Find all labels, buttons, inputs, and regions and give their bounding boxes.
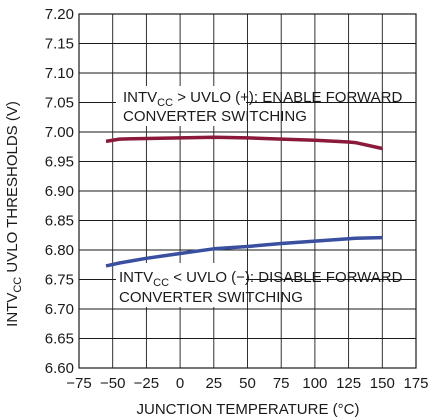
y-tick-label: 6.75 bbox=[45, 272, 74, 289]
x-tick-label: 100 bbox=[302, 375, 327, 392]
y-axis-label-main: INTV bbox=[4, 293, 21, 327]
annotation-background-upper bbox=[116, 86, 246, 126]
annotation-upper-pre: INTV bbox=[123, 89, 157, 106]
annotation-lower-line1: INTVCC < UVLO (−): DISABLE FORWARD bbox=[119, 269, 403, 289]
annotation-upper-sub: CC bbox=[157, 97, 173, 109]
series-line-1 bbox=[105, 135, 383, 151]
x-tick-label: 50 bbox=[239, 375, 256, 392]
x-tick-label: −75 bbox=[66, 375, 91, 392]
annotation-upper-post: > UVLO (+): ENABLE FORWARD bbox=[173, 89, 402, 106]
annotation-boxes bbox=[116, 86, 246, 307]
y-axis-label-rest: UVLO THRESHOLDS (V) bbox=[4, 101, 21, 277]
y-tick-label: 6.60 bbox=[45, 360, 74, 377]
y-tick-label: 6.65 bbox=[45, 331, 74, 348]
x-tick-label: 0 bbox=[176, 375, 184, 392]
y-tick-label: 6.85 bbox=[45, 213, 74, 230]
annotation-lower-line2: CONVERTER SWITCHING bbox=[119, 289, 303, 306]
x-axis-label: JUNCTION TEMPERATURE (°C) bbox=[137, 401, 360, 418]
x-tick-label: −25 bbox=[134, 375, 159, 392]
annotation-lower-post: < UVLO (−): DISABLE FORWARD bbox=[169, 269, 403, 286]
series-line-2 bbox=[105, 235, 383, 268]
series-group bbox=[105, 135, 383, 268]
x-tick-label: 75 bbox=[273, 375, 290, 392]
y-tick-label: 6.95 bbox=[45, 154, 74, 171]
y-tick-labels: 6.60 6.65 6.70 6.75 6.80 6.85 6.90 6.95 7.00 7.05… bbox=[45, 6, 74, 377]
plot-frame bbox=[78, 13, 417, 369]
y-tick-label: 6.70 bbox=[45, 301, 74, 318]
annotation-upper-line1: INTVCC > UVLO (+): ENABLE FORWARD bbox=[123, 89, 402, 109]
y-axis-label: INTVCC UVLO THRESHOLDS (V) bbox=[4, 101, 24, 327]
x-tick-label: 25 bbox=[205, 375, 222, 392]
annotation-upper-line2: CONVERTER SWITCHING bbox=[123, 108, 307, 125]
y-axis-label-subscript: CC bbox=[12, 277, 24, 293]
y-tick-label: 7.00 bbox=[45, 124, 74, 141]
y-tick-label: 6.80 bbox=[45, 242, 74, 259]
grid bbox=[79, 14, 416, 368]
x-tick-label: 175 bbox=[403, 375, 428, 392]
annotation-background-lower bbox=[116, 263, 246, 307]
x-tick-label: 125 bbox=[336, 375, 361, 392]
y-tick-label: 6.90 bbox=[45, 183, 74, 200]
annotation-lower-pre: INTV bbox=[119, 269, 153, 286]
x-tick-label: −50 bbox=[100, 375, 125, 392]
y-tick-label: 7.20 bbox=[45, 6, 74, 23]
annotation-lower-sub: CC bbox=[153, 277, 169, 289]
y-tick-label: 7.10 bbox=[45, 65, 74, 82]
y-tick-label: 7.05 bbox=[45, 95, 74, 112]
x-tick-label: 150 bbox=[370, 375, 395, 392]
y-tick-label: 7.15 bbox=[45, 36, 74, 53]
x-tick-labels: −75 −50 −25 0 25 50 75 100 125 150 175 bbox=[66, 375, 428, 392]
